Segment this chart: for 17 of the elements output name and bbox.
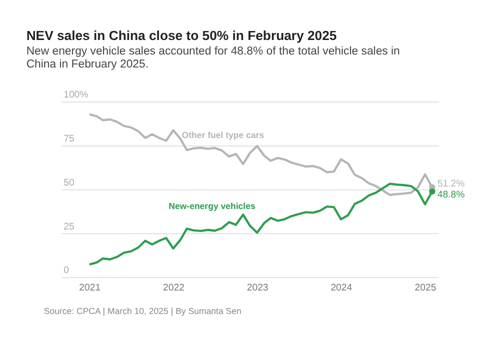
source-note: Source: CPCA | March 10, 2025 | By Sumanta Sen [44,306,242,316]
y-tick-label: 50 [64,177,74,188]
x-tick-label: 2024 [330,282,353,294]
chart-subtitle: New energy vehicle sales accounted for 48.8% of the total vehicle sales in China in February 2025. [26,45,400,70]
data-label: 48.8% [437,190,466,201]
chart-title: NEV sales in China close to 50% in February 2025 [26,28,337,44]
y-tick-label: 0 [64,265,69,276]
x-tick-label: 2022 [163,282,184,294]
data-label: 51.2% [437,178,466,190]
x-tick-label: 2021 [79,282,101,294]
y-tick-label: 100% [64,90,89,101]
y-tick-label: 25 [64,221,74,232]
series-label: New-energy vehicles [168,201,256,212]
x-tick-label: 2023 [246,282,268,294]
y-tick-label: 75 [64,134,74,145]
series-label: Other fuel type cars [182,130,264,140]
x-tick-label: 2025 [414,282,436,294]
